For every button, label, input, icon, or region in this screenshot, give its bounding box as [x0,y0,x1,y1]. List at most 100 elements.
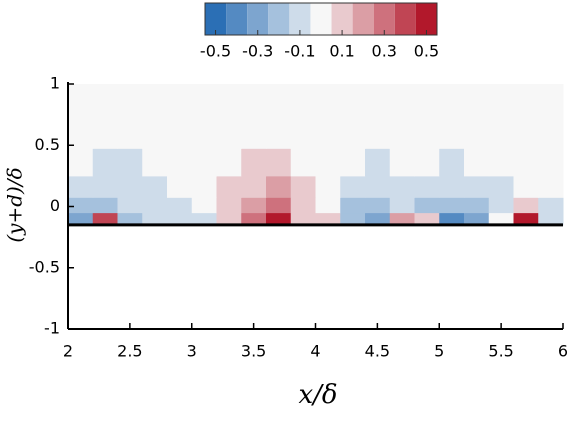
contour-cell [142,116,168,149]
contour-cell [290,175,316,198]
contour-cell [290,197,316,214]
contour-cell [340,197,366,214]
x-tick-label: 2.5 [117,342,142,361]
contour-cell [92,175,118,198]
contour-cell [315,116,341,149]
contour-cell [464,84,490,117]
colorbar-band [331,3,353,35]
contour-cell [117,84,143,117]
contour-cell [538,212,564,226]
contour-cell [92,84,118,117]
contour-cell [488,212,514,226]
contour-cell [117,148,143,177]
contour-cell [389,148,415,177]
contour-cell [538,197,564,214]
contour-cell [365,148,391,177]
contour-cell [340,148,366,177]
contour-cell [439,116,465,149]
contour-cell [167,148,193,177]
contour-cell [290,148,316,177]
contour-cell [117,212,143,226]
colorbar-tick-label: -0.3 [242,42,273,61]
contour-cell [315,197,341,214]
contour-cell [216,212,242,226]
contour-cell [142,212,168,226]
x-tick-label: 3.5 [241,342,266,361]
contour-cell [513,116,539,149]
contour-cell [92,197,118,214]
contour-cell [167,84,193,117]
contour-cell [464,148,490,177]
colorbar-band [352,3,374,35]
contour-cell [266,197,292,214]
contour-cell [488,84,514,117]
y-axis-label: (y+d)/δ [3,167,27,242]
contour-cell [216,148,242,177]
colorbar-band [268,3,290,35]
x-tick-label: 5.5 [488,342,513,361]
colorbar-band [226,3,248,35]
contour-cell [365,116,391,149]
contour-cell [241,84,267,117]
colorbar-frame [204,2,438,36]
contour-cell [266,148,292,177]
contour-cell [389,197,415,214]
contour-cell [142,197,168,214]
contour-cell [290,84,316,117]
x-axis-label: x/δ [298,380,337,410]
contour-cell [439,212,465,226]
contour-cell [513,175,539,198]
contour-cell [142,148,168,177]
contour-cell [241,116,267,149]
contour-cell [266,116,292,149]
x-tick-label: 4 [310,342,320,361]
contour-cell [538,116,564,149]
contour-cell [191,212,217,226]
contour-cell [315,175,341,198]
contour-cell [538,175,564,198]
colorbar-band [205,3,227,35]
contour-cell [142,84,168,117]
x-tick-label: 3 [187,342,197,361]
contour-cell [216,116,242,149]
contour-cell [365,197,391,214]
x-tick-label: 6 [558,342,567,361]
contour-cell [538,148,564,177]
contour-cell [68,212,94,226]
contour-cell [488,116,514,149]
contour-cell [167,116,193,149]
contour-cell [315,84,341,117]
contour-cell [389,175,415,198]
colorbar-band [289,3,311,35]
contour-cell [167,175,193,198]
contour-cell [216,175,242,198]
contour-cell [191,148,217,177]
contour-cell [68,116,94,149]
contour-cell [414,197,440,214]
y-tick-label: -0.5 [29,257,60,276]
contour-cell [92,212,118,226]
contour-cell [191,197,217,214]
contour-cell [513,148,539,177]
contour-cell [414,212,440,226]
contour-cell [68,84,94,117]
contour-cell [439,84,465,117]
contour-cell [365,84,391,117]
contour-cell [340,84,366,117]
x-tick-label: 2 [63,342,73,361]
contour-cell [191,116,217,149]
contour-cell [266,175,292,198]
contour-cell [167,212,193,226]
contour-cell [191,175,217,198]
contour-cell [241,175,267,198]
contour-cell [439,148,465,177]
colorbar-band [373,3,395,35]
contour-cell [191,84,217,117]
contour-cell [241,212,267,226]
contour-cell [167,197,193,214]
contour-cell [68,175,94,198]
contour-cell [414,116,440,149]
contour-cell [290,212,316,226]
colorbar-tick-label: -0.5 [200,42,231,61]
